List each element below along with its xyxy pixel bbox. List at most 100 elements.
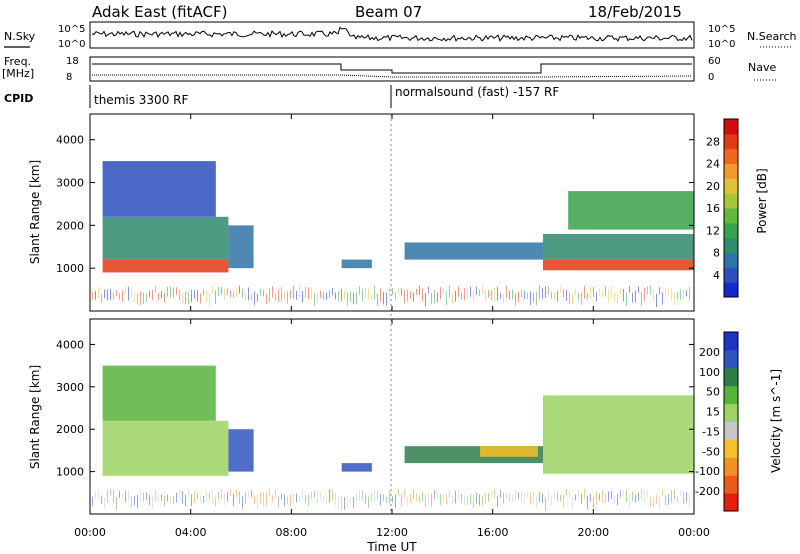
noise-speckle — [500, 292, 501, 299]
noise-speckle — [155, 491, 156, 502]
noise-speckle — [146, 293, 147, 302]
noise-speckle — [494, 488, 495, 499]
noise-speckle — [317, 489, 318, 504]
colorbar-swatch — [724, 421, 738, 440]
noise-speckle — [308, 494, 309, 506]
noise-speckle — [206, 290, 207, 302]
noise-speckle — [389, 490, 390, 504]
echo-region — [543, 259, 694, 271]
noise-speckle — [332, 489, 333, 501]
noise-speckle — [221, 287, 222, 295]
echo-region — [102, 161, 216, 217]
noise-speckle — [545, 496, 546, 511]
cpid-label: CPID — [4, 92, 33, 105]
noise-speckle — [176, 287, 177, 296]
noise-speckle — [359, 489, 360, 501]
noise-speckle — [401, 494, 402, 506]
noise-speckle — [260, 288, 261, 296]
echo-region — [543, 233, 694, 260]
noise-speckle — [350, 496, 351, 505]
colorbar-swatch — [724, 282, 738, 298]
noise-speckle — [143, 292, 144, 305]
noise-speckle — [185, 291, 186, 305]
noise-speckle — [386, 496, 387, 504]
noise-speckle — [290, 290, 291, 299]
noise-speckle — [566, 289, 567, 302]
noise-speckle — [392, 496, 393, 503]
velocity-echoes — [92, 365, 694, 511]
velocity-colorbar-label: Velocity [m s^-1] — [769, 369, 783, 473]
noise-speckle — [128, 490, 129, 502]
noise-speckle — [458, 286, 459, 298]
noise-speckle — [539, 491, 540, 502]
noise-speckle — [212, 285, 213, 294]
noise-speckle — [380, 288, 381, 302]
noise-speckle — [119, 490, 120, 498]
noise-speckle — [107, 289, 108, 300]
noise-speckle — [197, 492, 198, 500]
noise-speckle — [92, 291, 93, 300]
noise-speckle — [476, 286, 477, 296]
noise-speckle — [326, 292, 327, 300]
noise-speckle — [602, 290, 603, 298]
noise-speckle — [278, 496, 279, 508]
noise-speckle — [116, 496, 117, 510]
noise-speckle — [539, 285, 540, 299]
noise-speckle — [152, 289, 153, 300]
noise-speckle — [275, 490, 276, 498]
noise-speckle — [623, 288, 624, 302]
noise-speckle — [227, 288, 228, 296]
noise-speckle — [425, 292, 426, 307]
noise-speckle — [131, 496, 132, 509]
echo-region — [480, 446, 538, 457]
noise-speckle — [464, 494, 465, 505]
noise-speckle — [560, 495, 561, 502]
noise-speckle — [236, 489, 237, 498]
noise-speckle — [479, 494, 480, 506]
noise-speckle — [515, 293, 516, 306]
colorbar-tick-label: 20 — [706, 180, 720, 193]
noise-speckle — [548, 286, 549, 295]
noise-speckle — [467, 287, 468, 300]
colorbar-tick-label: -100 — [695, 465, 720, 478]
noise-speckle — [257, 293, 258, 302]
noise-speckle — [530, 291, 531, 306]
noise-speckle — [599, 493, 600, 501]
noise-speckle — [614, 495, 615, 504]
noise-speckle — [341, 496, 342, 510]
noise-speckle — [476, 492, 477, 504]
noise-speckle — [644, 287, 645, 301]
noise-speckle — [509, 291, 510, 300]
noise-speckle — [110, 488, 111, 496]
noise-speckle — [167, 286, 168, 297]
power-echoes — [92, 161, 694, 308]
noise-speckle — [683, 492, 684, 505]
noise-speckle — [101, 495, 102, 505]
noise-speckle — [170, 286, 171, 298]
cpid-mode-1: themis 3300 RF — [94, 93, 188, 107]
echo-region — [543, 395, 694, 474]
noise-speckle — [656, 494, 657, 505]
noise-speckle — [524, 492, 525, 506]
noise-speckle — [677, 292, 678, 300]
noise-speckle — [155, 285, 156, 293]
noise-speckle — [590, 286, 591, 299]
noise-speckle — [359, 286, 360, 296]
noise-speckle — [629, 286, 630, 293]
noise-speckle — [140, 489, 141, 502]
colorbar-swatch — [724, 403, 738, 422]
noise-speckle — [608, 288, 609, 303]
noise-speckle — [632, 491, 633, 501]
noise-speckle — [308, 286, 309, 299]
noise-speckle — [560, 285, 561, 292]
freq-tick-high: 18 — [66, 56, 79, 67]
noise-speckle — [611, 490, 612, 500]
noise-speckle — [638, 492, 639, 502]
noise-speckle — [416, 493, 417, 502]
noise-speckle — [548, 490, 549, 501]
noise-speckle — [101, 293, 102, 304]
noise-speckle — [329, 289, 330, 299]
colorbar-tick-label: 8 — [713, 247, 720, 260]
noise-speckle — [515, 489, 516, 501]
ytick-label: 1000 — [56, 262, 84, 275]
